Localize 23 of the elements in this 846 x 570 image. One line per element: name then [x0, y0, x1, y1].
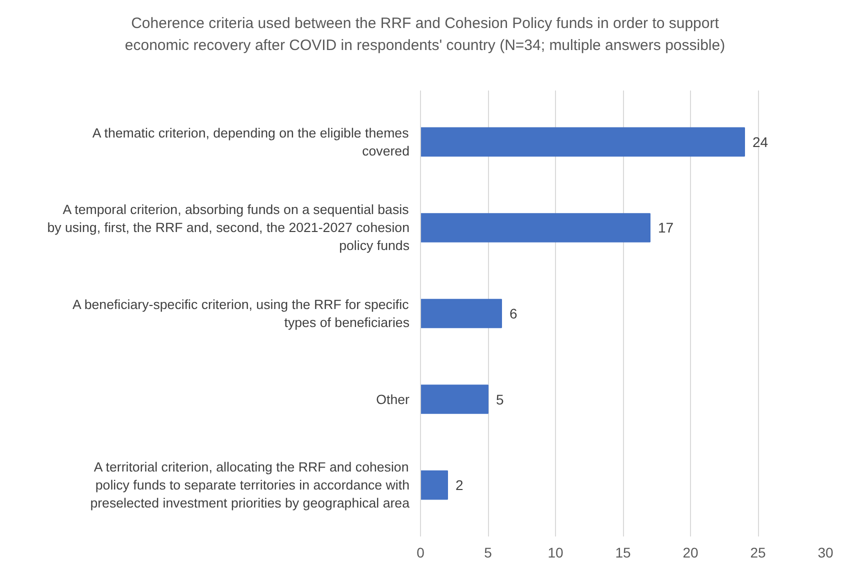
bar: [420, 213, 650, 242]
x-tick-label: 30: [818, 544, 834, 560]
x-tick-label: 25: [750, 544, 766, 560]
chart-title: Coherence criteria used between the RRF and Cohesion Policy funds in order to support economic recovery after COVID in respondents' country (N=34; multiple answers possible): [124, 14, 726, 56]
y-tick-label: A beneficiary-specific criterion, using the RRF for specific types of beneficiaries: [72, 297, 410, 330]
data-label: 2: [456, 477, 464, 494]
bar: [420, 384, 488, 414]
data-label: 17: [658, 220, 674, 236]
data-label: 6: [510, 306, 518, 322]
y-tick-label: Other: [376, 392, 410, 407]
y-tick-label: A temporal criterion, absorbing funds on a sequential basis by using, first, the RRF and, second, the 2021-2027 cohesion policy funds: [47, 202, 410, 254]
data-label: 5: [496, 391, 504, 408]
x-tick-label: 5: [484, 544, 492, 560]
data-label: 24: [752, 134, 768, 150]
x-tick-label: 15: [615, 544, 631, 560]
bar: [420, 298, 502, 328]
x-tick-label: 20: [682, 544, 698, 560]
bar: [420, 470, 448, 500]
x-tick-label: 0: [416, 544, 425, 560]
y-tick-label: A territorial criterion, allocating the RRF and cohesion policy funds to separate territories in accordance with preselected investment priorities by geographical area: [90, 460, 410, 511]
x-tick-label: 10: [548, 544, 564, 560]
y-tick-label: A thematic criterion, depending on the eligible themes covered: [92, 125, 410, 158]
bar: [420, 127, 745, 157]
